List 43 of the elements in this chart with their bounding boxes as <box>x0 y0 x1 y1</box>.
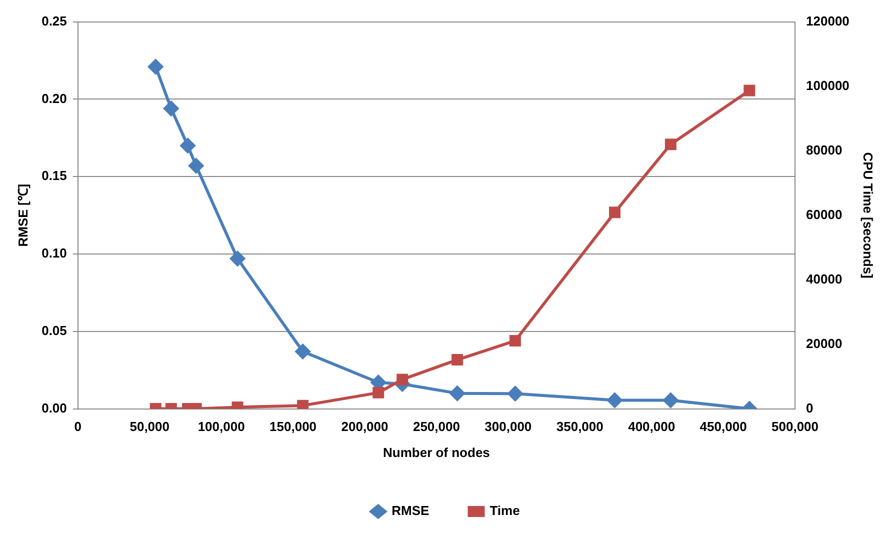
point <box>164 100 179 116</box>
x-tick-label: 250,000 <box>412 419 460 434</box>
point <box>148 59 164 74</box>
x-tick-label: 500,000 <box>772 419 819 434</box>
point <box>188 158 204 174</box>
point <box>663 392 678 408</box>
x-tick-label: 100,000 <box>198 419 245 434</box>
y2-tick-label: 120000 <box>806 13 850 28</box>
point <box>744 84 756 96</box>
x-tick-label: 450,000 <box>700 419 747 434</box>
point <box>508 386 523 402</box>
y2-axis-title: CPU Time [seconds] <box>860 152 876 278</box>
point <box>664 138 676 150</box>
legend-label: RMSE <box>392 503 430 518</box>
y-tick-label: 0.05 <box>42 322 67 338</box>
y2-tick-label: 20000 <box>806 336 842 351</box>
y2-tick-label: 60000 <box>806 206 842 222</box>
x-tick-label: 50,000 <box>130 419 170 434</box>
x-tick-label: 400,000 <box>628 419 676 434</box>
x-tick-label: 0 <box>74 419 82 434</box>
legend-label: Time <box>490 503 520 518</box>
x-tick-label: 200,000 <box>341 419 388 434</box>
y2-tick-label: 0 <box>806 400 814 416</box>
x-tick-label: 300,000 <box>484 419 532 434</box>
x-axis-title: Number of nodes <box>383 444 490 460</box>
point <box>295 344 310 360</box>
point <box>180 138 196 154</box>
y-tick-label: 0.15 <box>42 168 67 184</box>
point <box>607 392 622 408</box>
x-tick-label: 150,000 <box>270 419 317 434</box>
y-axis-title: RMSE [℃] <box>15 184 30 247</box>
y-tick-label: 0.25 <box>42 13 67 28</box>
y2-tick-label: 100000 <box>806 78 850 93</box>
point <box>450 386 465 401</box>
y-tick-label: 0.00 <box>42 400 67 416</box>
point <box>230 251 246 266</box>
point <box>297 400 309 409</box>
y-tick-label: 0.10 <box>42 246 67 261</box>
y2-tick-label: 80000 <box>806 142 842 158</box>
point <box>608 206 620 218</box>
y2-tick-label: 40000 <box>806 271 842 286</box>
y-tick-label: 0.20 <box>42 90 67 106</box>
x-tick-label: 350,000 <box>556 419 604 434</box>
